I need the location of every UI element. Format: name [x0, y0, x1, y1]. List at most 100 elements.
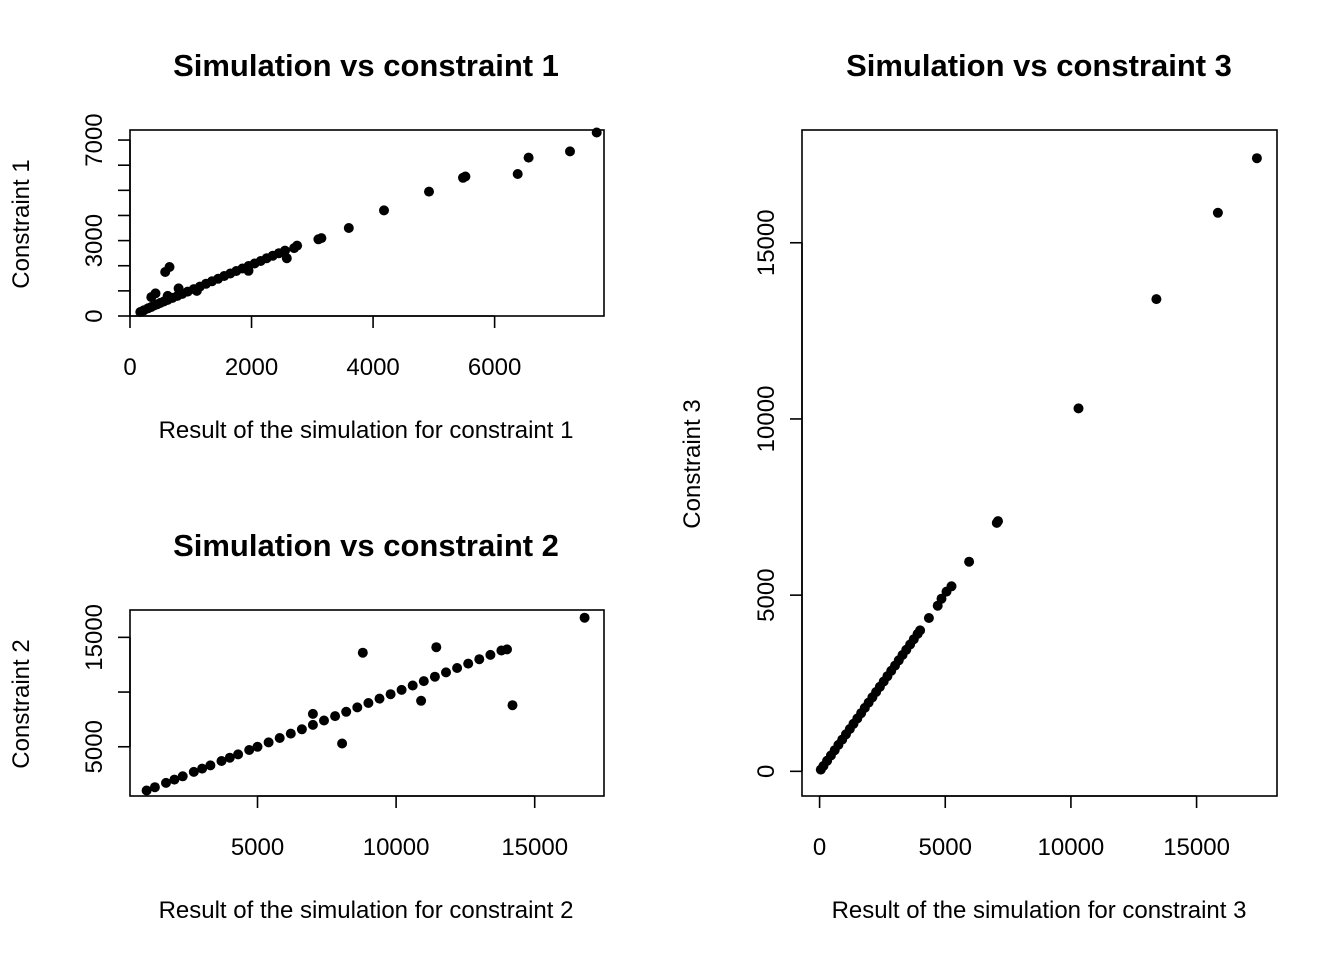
data-point — [418, 676, 429, 687]
data-point — [319, 715, 329, 726]
x-axis-label: Result of the simulation for constraint … — [159, 417, 574, 444]
data-point — [216, 756, 227, 766]
y-tick-label: 3000 — [81, 214, 108, 267]
data-point — [307, 719, 318, 730]
y-axis-label: Constraint 3 — [679, 399, 706, 528]
data-point — [205, 760, 216, 771]
x-tick-label: 4000 — [346, 354, 399, 381]
data-point — [964, 556, 975, 567]
data-point — [1251, 153, 1262, 164]
y-tick-label: 7000 — [81, 113, 108, 166]
data-point — [363, 698, 374, 708]
y-axis-label: Constraint 1 — [8, 159, 35, 288]
data-point — [233, 749, 244, 760]
data-point — [1151, 294, 1162, 305]
data-point — [244, 745, 255, 755]
data-point — [337, 738, 348, 749]
data-point — [330, 711, 341, 722]
scatter-points — [135, 127, 602, 317]
x-tick-label: 0 — [813, 834, 826, 861]
scatter-points — [141, 612, 590, 796]
data-point — [252, 741, 263, 752]
data-point — [149, 782, 160, 793]
data-point — [463, 658, 474, 669]
scatter-points — [815, 153, 1262, 775]
data-point — [424, 186, 434, 197]
data-point — [379, 205, 389, 216]
data-point — [341, 706, 352, 717]
data-point — [431, 642, 442, 653]
data-point — [502, 644, 512, 655]
y-axis: 0 3000 7000 — [81, 113, 131, 323]
y-axis: 5000 15000 — [81, 604, 131, 773]
data-point — [452, 663, 463, 673]
data-point — [169, 774, 180, 785]
y-tick-label: 5000 — [81, 720, 108, 773]
data-point — [374, 693, 385, 704]
data-point — [579, 612, 590, 623]
data-point — [1212, 207, 1223, 218]
y-axis-label: Constraint 2 — [8, 639, 35, 768]
y-tick-label: 5000 — [753, 568, 780, 621]
data-point — [923, 613, 934, 623]
chart-title: Simulation vs constraint 1 — [173, 48, 559, 83]
data-point — [429, 671, 440, 682]
data-point — [274, 733, 285, 743]
data-point — [161, 777, 171, 788]
data-point — [565, 146, 575, 157]
data-point — [191, 285, 202, 296]
data-point — [224, 752, 235, 763]
data-point — [936, 593, 947, 604]
data-point — [343, 223, 354, 233]
y-tick-label: 0 — [81, 309, 108, 322]
x-tick-label: 10000 — [1038, 834, 1105, 861]
data-point — [316, 233, 327, 244]
data-point — [993, 516, 1003, 527]
chart-title: Simulation vs constraint 3 — [846, 48, 1232, 83]
data-point — [197, 763, 208, 774]
x-tick-label: 15000 — [501, 834, 568, 861]
y-tick-label: 15000 — [81, 604, 108, 671]
data-point — [591, 127, 602, 138]
data-point — [292, 240, 303, 251]
data-point — [357, 647, 368, 658]
x-axis: 0 5000 10000 15000 — [813, 795, 1230, 861]
data-point — [407, 680, 418, 691]
x-tick-label: 10000 — [363, 834, 430, 861]
data-point — [507, 700, 518, 711]
data-point — [915, 625, 926, 636]
x-tick-label: 6000 — [468, 354, 521, 381]
data-point — [285, 728, 296, 739]
data-point — [188, 766, 199, 777]
y-tick-label: 15000 — [753, 209, 780, 276]
x-axis-label: Result of the simulation for constraint … — [832, 897, 1247, 924]
panel-constraint-1: Simulation vs constraint 1 0 2000 4000 6000… — [8, 48, 605, 444]
data-point — [396, 684, 407, 695]
data-point — [512, 169, 523, 179]
y-axis: 0 5000 10000 15000 — [753, 209, 803, 778]
data-point — [946, 581, 957, 592]
data-point — [162, 290, 173, 301]
data-point — [243, 265, 254, 276]
data-point — [385, 689, 396, 700]
chart-title: Simulation vs constraint 2 — [173, 528, 559, 563]
x-axis: 0 2000 4000 6000 — [123, 315, 521, 381]
data-point — [177, 771, 188, 782]
data-point — [280, 245, 290, 256]
panel-constraint-2: Simulation vs constraint 2 5000 10000 1500… — [8, 528, 605, 924]
y-tick-label: 10000 — [753, 386, 780, 453]
x-tick-label: 5000 — [231, 834, 284, 861]
data-point — [296, 724, 307, 735]
data-point — [1073, 403, 1084, 414]
x-tick-label: 5000 — [919, 834, 972, 861]
x-tick-label: 0 — [123, 354, 136, 381]
x-tick-label: 15000 — [1163, 834, 1230, 861]
data-point — [474, 654, 485, 665]
x-axis: 5000 10000 15000 — [231, 795, 568, 861]
data-point — [460, 171, 471, 182]
data-point — [416, 695, 427, 706]
data-point — [441, 667, 451, 678]
x-axis-label: Result of the simulation for constraint … — [159, 897, 574, 924]
data-point — [307, 708, 318, 719]
